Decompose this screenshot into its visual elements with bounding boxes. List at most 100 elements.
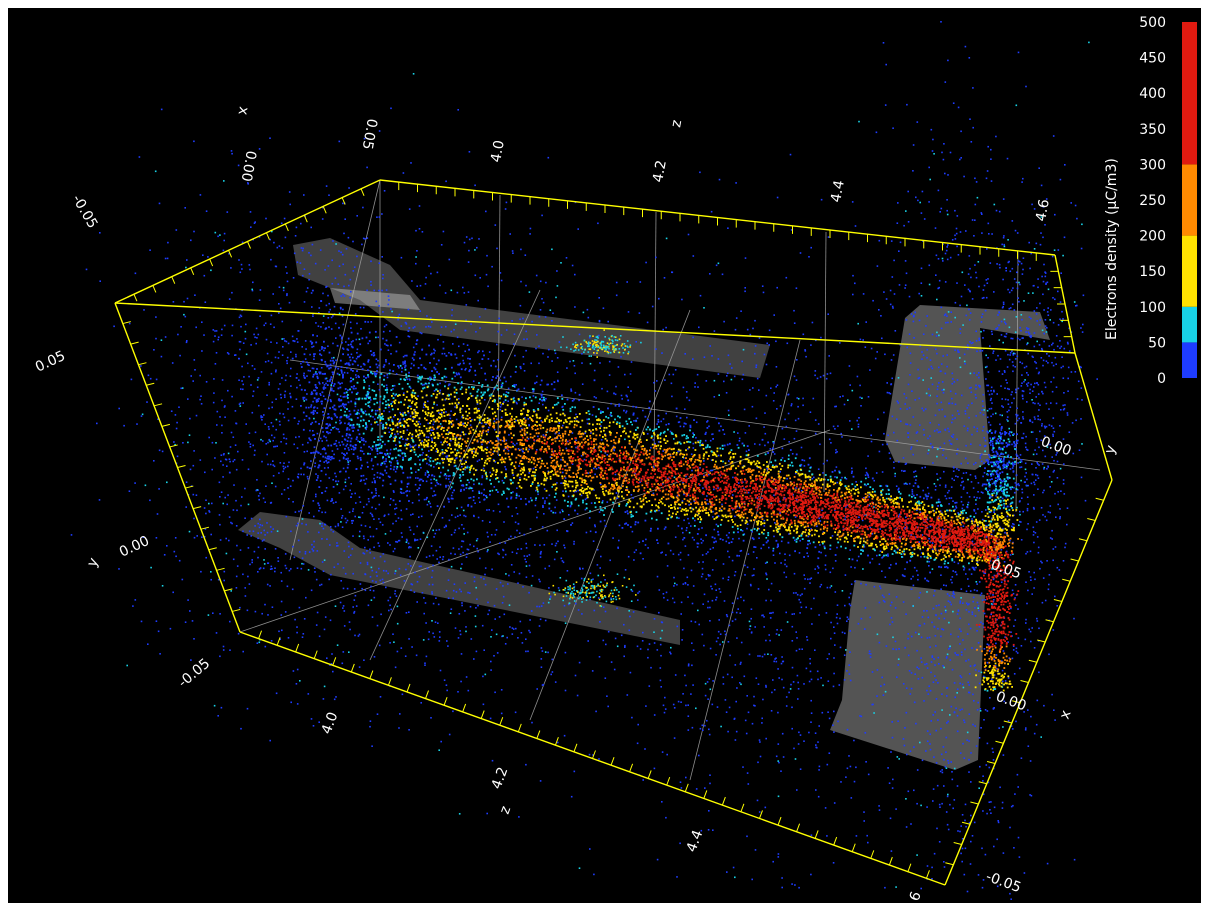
particle — [311, 393, 314, 395]
particle — [968, 821, 971, 824]
particle — [947, 828, 950, 831]
particle — [402, 457, 404, 459]
particle — [781, 447, 784, 450]
particle — [805, 355, 807, 358]
particle — [292, 545, 294, 548]
particle — [164, 257, 167, 260]
particle — [1002, 341, 1004, 344]
particle — [658, 509, 660, 512]
particle — [223, 232, 226, 235]
particle — [686, 416, 688, 419]
particle — [581, 383, 584, 385]
particle — [980, 330, 982, 333]
particle — [732, 494, 734, 496]
particle — [929, 178, 931, 181]
particle — [710, 459, 713, 461]
particle — [591, 414, 594, 416]
particle — [509, 233, 511, 235]
particle — [905, 482, 907, 485]
particle — [683, 519, 685, 522]
particle — [548, 565, 551, 567]
particle — [920, 295, 923, 297]
particle — [487, 549, 489, 551]
particle — [963, 360, 966, 363]
particle — [790, 404, 793, 407]
particle — [214, 363, 217, 365]
particle — [692, 649, 695, 651]
particle — [487, 613, 489, 616]
particle — [332, 373, 334, 376]
particle — [965, 609, 968, 611]
particle — [931, 621, 933, 624]
particle — [235, 468, 238, 471]
particle — [659, 679, 662, 682]
particle — [297, 522, 299, 525]
particle — [868, 496, 870, 498]
particle — [556, 357, 559, 359]
particle — [310, 292, 313, 294]
particle — [290, 568, 292, 570]
particle — [272, 293, 274, 295]
right-upper-plate — [885, 305, 1050, 470]
particle — [816, 525, 818, 528]
particle — [961, 271, 964, 274]
particle — [464, 610, 466, 612]
particle — [827, 236, 830, 238]
particle — [968, 603, 970, 605]
particle — [970, 573, 973, 575]
particle — [522, 363, 525, 365]
particle — [896, 418, 898, 420]
particle — [487, 601, 489, 604]
particle — [804, 578, 806, 580]
particle — [319, 522, 321, 525]
particle — [231, 522, 233, 525]
particle — [648, 643, 651, 645]
particle — [398, 341, 401, 344]
particle — [978, 384, 980, 387]
particle — [933, 852, 936, 855]
particle — [981, 213, 983, 215]
particle — [221, 399, 223, 402]
particle — [542, 602, 545, 604]
particle — [365, 424, 368, 427]
particle — [418, 565, 421, 568]
particle — [555, 542, 558, 545]
particle — [468, 481, 470, 484]
particle — [697, 440, 699, 442]
particle — [593, 396, 596, 398]
particle — [348, 651, 350, 653]
particle — [1017, 786, 1019, 788]
particle — [240, 388, 242, 390]
particle — [256, 642, 259, 644]
particle — [327, 345, 329, 347]
particle — [711, 433, 713, 436]
particle — [963, 567, 966, 569]
particle — [925, 392, 928, 395]
particle — [500, 384, 503, 386]
particle — [406, 439, 408, 441]
particle — [910, 823, 912, 825]
particle — [329, 544, 331, 546]
particle — [932, 681, 935, 683]
particle — [389, 448, 392, 451]
particle — [540, 658, 543, 660]
particle — [896, 579, 898, 581]
particle — [329, 456, 332, 458]
particle — [856, 375, 859, 378]
particle — [686, 396, 688, 399]
particle — [512, 252, 514, 254]
particle — [930, 128, 933, 131]
particle — [817, 741, 819, 743]
particle — [445, 477, 447, 480]
particle — [951, 382, 954, 385]
particle — [186, 340, 188, 342]
particle — [765, 684, 767, 687]
particle — [1004, 349, 1007, 352]
particle — [337, 283, 340, 285]
particle — [296, 626, 298, 628]
particle — [238, 316, 241, 319]
particle — [330, 500, 332, 502]
particle — [1035, 723, 1038, 726]
particle — [784, 553, 786, 555]
particle — [709, 620, 711, 622]
